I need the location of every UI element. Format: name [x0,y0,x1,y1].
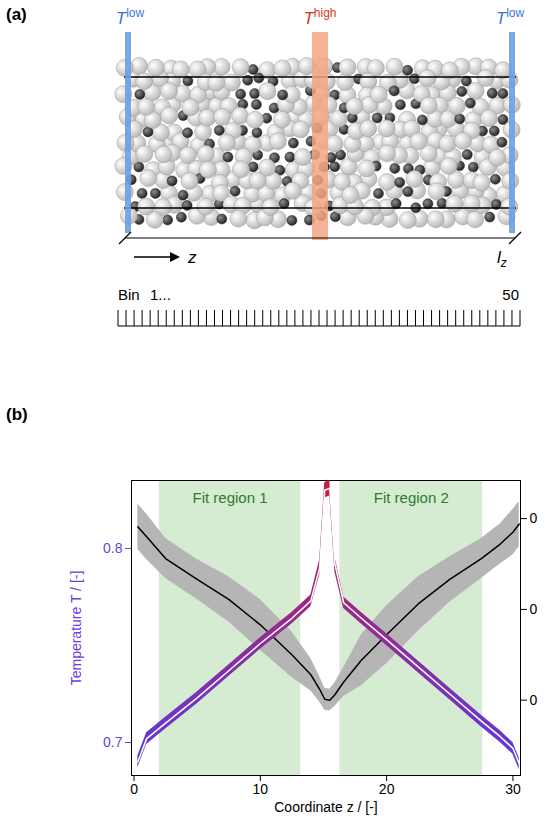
svg-text:50: 50 [502,286,519,303]
svg-text:Tlow: Tlow [116,6,145,28]
svg-text:Fit region 2: Fit region 2 [374,489,449,506]
svg-text:Fit region 1: Fit region 1 [192,489,267,506]
html-text:(b): (b) [6,405,28,424]
svg-text:0: 0 [130,781,138,797]
svg-text:(a): (a) [6,5,27,24]
svg-text:0: 0 [530,692,538,708]
svg-text:Bin: Bin [118,286,140,303]
svg-text:30: 30 [505,781,521,797]
svg-text:Temperature T / [-]: Temperature T / [-] [68,571,84,686]
svg-text:20: 20 [379,781,395,797]
svg-text:0: 0 [530,510,538,526]
svg-text:1...: 1... [150,286,171,303]
svg-text:Thigh: Thigh [303,6,336,28]
svg-text:Coordinate z / [-]: Coordinate z / [-] [274,799,378,815]
svg-text:lz: lz [497,248,507,270]
svg-text:0.7: 0.7 [103,734,123,750]
svg-text:z: z [187,248,197,267]
svg-text:10: 10 [253,781,269,797]
svg-text:0: 0 [530,601,538,617]
svg-text:Tlow: Tlow [496,6,525,28]
svg-text:0.8: 0.8 [103,540,123,556]
